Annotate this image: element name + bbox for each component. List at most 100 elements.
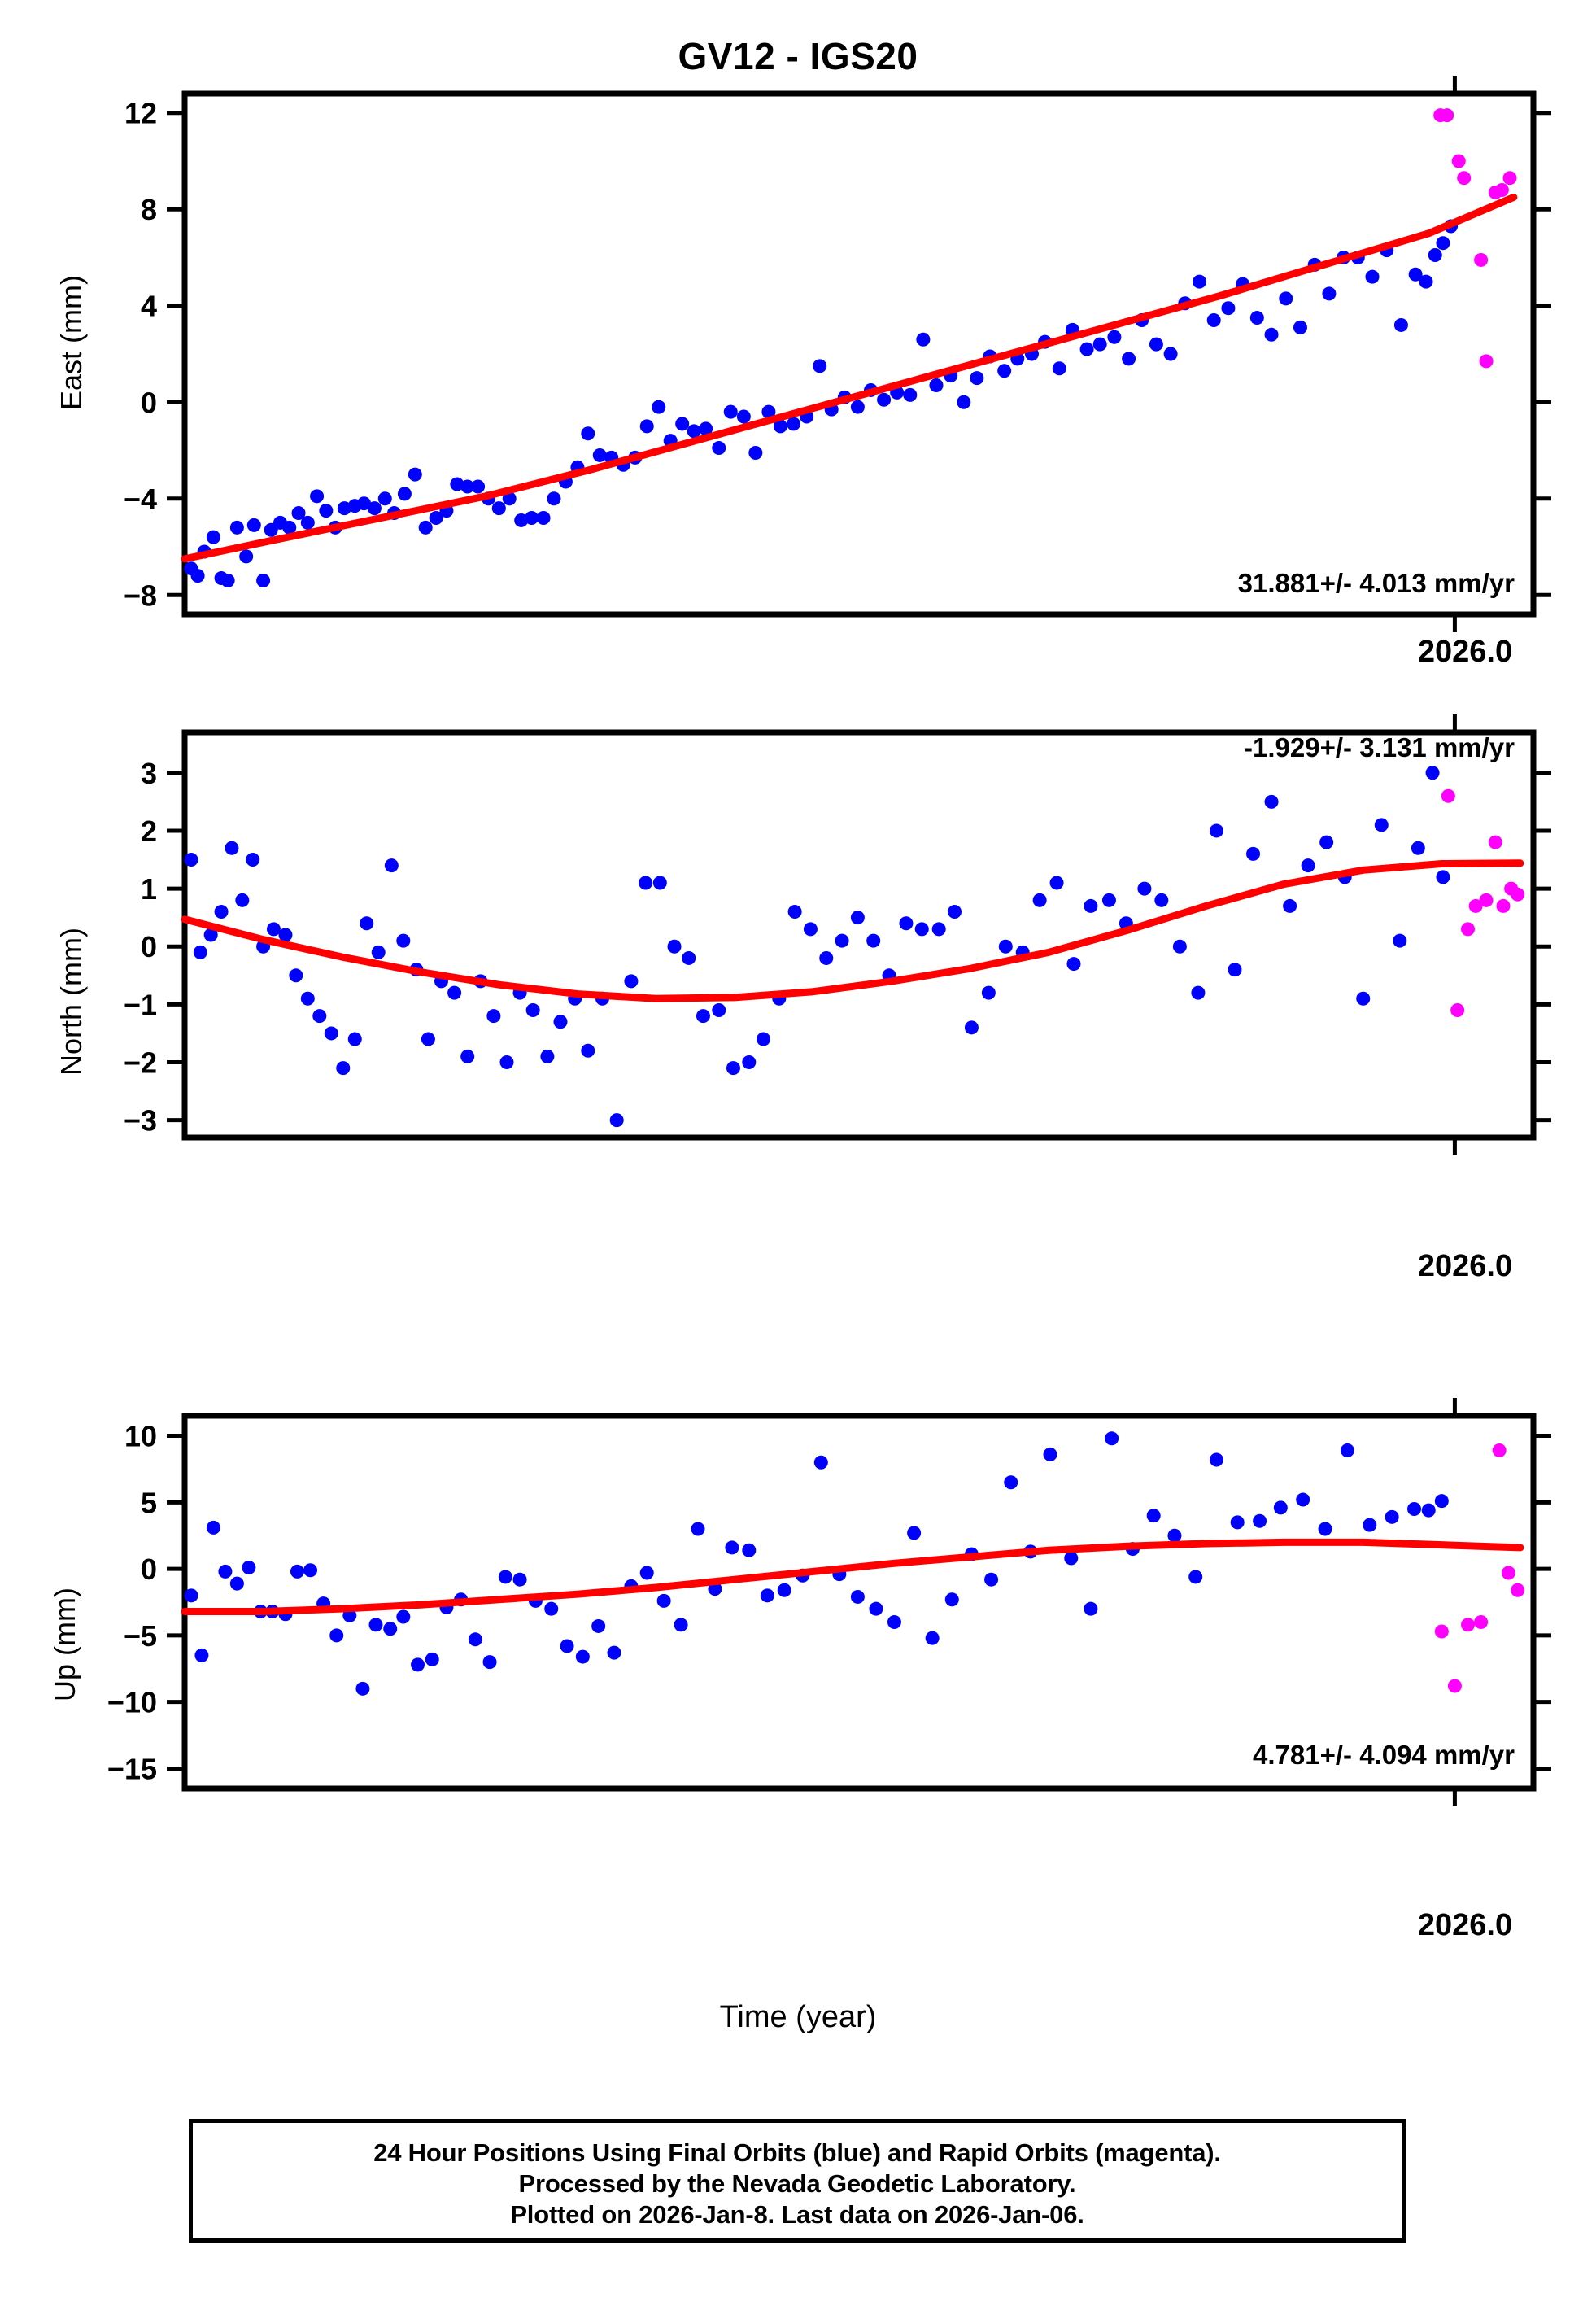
data-point — [421, 1032, 435, 1046]
data-point — [246, 518, 261, 532]
data-point — [289, 968, 303, 983]
data-point — [190, 569, 205, 583]
data-point — [667, 939, 682, 954]
panel-north: North (mm) 3 2 1 0 −1 −2 −3 -1.929+/- 3.131 mm/… — [0, 708, 1596, 1326]
data-point — [553, 1015, 568, 1029]
data-point — [777, 1583, 791, 1597]
data-point — [687, 424, 701, 439]
data-point — [652, 876, 667, 890]
data-point — [1052, 361, 1066, 376]
data-point — [256, 574, 271, 588]
data-point — [1457, 171, 1472, 186]
data-point — [371, 945, 386, 959]
data-point — [1407, 1502, 1422, 1516]
data-point — [1488, 835, 1502, 849]
data-point — [1209, 1452, 1223, 1467]
data-point — [736, 409, 751, 424]
figure-title: GV12 - IGS20 — [678, 35, 918, 77]
data-point — [575, 1649, 590, 1664]
y-tick-label: 0 — [141, 930, 157, 963]
data-point — [803, 922, 818, 937]
y-tick-label: 8 — [141, 193, 157, 226]
data-point — [1365, 269, 1380, 284]
data-point — [544, 1601, 559, 1616]
data-point — [819, 950, 834, 965]
data-point — [1154, 893, 1169, 907]
footer-text: 24 Hour Positions Using Final Orbits (bl… — [193, 2138, 1402, 2230]
data-point — [536, 510, 551, 525]
panel-up: Up (mm) 10 5 0 −5 −10 −15 4.781+/- 4.094 mm/yr… — [0, 1343, 1596, 1994]
data-point — [675, 417, 690, 431]
y-tick-label: 5 — [141, 1486, 157, 1519]
data-point — [498, 1570, 512, 1584]
data-point — [624, 974, 639, 989]
data-point — [310, 489, 325, 504]
data-point — [242, 1560, 256, 1574]
data-point — [384, 858, 399, 873]
data-point — [482, 1655, 497, 1670]
up-xtick-2026: 2026.0 — [1417, 1908, 1513, 1942]
data-point — [1296, 1492, 1310, 1507]
model-fit-line — [181, 1538, 1524, 1615]
data-point — [1084, 1601, 1098, 1616]
data-point — [682, 950, 696, 965]
data-point — [944, 1592, 959, 1607]
data-point — [970, 371, 984, 386]
data-point — [691, 1522, 705, 1536]
data-point — [1004, 1475, 1018, 1490]
data-point — [347, 1032, 362, 1046]
data-point — [1479, 893, 1494, 907]
data-point — [1511, 887, 1525, 902]
data-point — [869, 1601, 883, 1616]
data-point — [1441, 788, 1455, 803]
model-fit-line — [181, 193, 1518, 563]
data-point — [206, 1520, 220, 1535]
data-point — [1253, 1513, 1267, 1528]
data-point — [592, 448, 607, 462]
data-point — [1425, 766, 1440, 780]
data-point — [512, 1572, 527, 1587]
data-point — [246, 853, 260, 867]
data-point — [1385, 1509, 1399, 1524]
data-point — [418, 520, 433, 535]
data-point — [355, 1681, 370, 1696]
data-point — [652, 400, 666, 414]
data-point — [914, 922, 929, 937]
data-point — [607, 1645, 621, 1660]
data-point — [712, 1002, 726, 1017]
data-point — [460, 479, 475, 494]
east-plot-svg: 12 8 4 0 −4 −8 31.881+/- 4.013 mm/yr — [124, 76, 1551, 632]
data-point — [1479, 354, 1494, 369]
data-point — [748, 445, 763, 460]
data-point — [300, 991, 315, 1006]
data-point — [1440, 108, 1454, 123]
east-rate-label: 31.881+/- 4.013 mm/yr — [1238, 568, 1515, 598]
data-point — [1230, 1515, 1245, 1530]
data-point — [1279, 291, 1293, 306]
data-point — [266, 922, 281, 937]
data-point — [712, 441, 726, 456]
y-tick-label: −1 — [124, 988, 157, 1021]
panel-east: East (mm) 12 8 4 0 −4 −8 31.881+/- 4.013 mm/yr… — [0, 0, 1596, 684]
east-xtick-2026: 2026.0 — [1417, 635, 1513, 669]
data-point — [1501, 1566, 1515, 1580]
data-point — [813, 1455, 828, 1470]
data-point — [1461, 922, 1476, 937]
data-point — [907, 1526, 922, 1540]
up-plot-svg: 10 5 0 −5 −10 −15 4.781+/- 4.094 mm/yr — [107, 1398, 1551, 1806]
data-point — [850, 911, 865, 925]
data-point — [460, 1049, 475, 1063]
data-point — [674, 1618, 688, 1632]
data-point — [609, 1113, 624, 1128]
data-point — [312, 1009, 327, 1024]
data-point — [1191, 985, 1206, 1000]
data-point — [726, 1061, 740, 1076]
data-point — [835, 933, 849, 948]
data-point — [1137, 881, 1152, 896]
data-point — [429, 510, 443, 525]
data-point — [1221, 301, 1236, 316]
data-point — [1319, 835, 1334, 849]
data-point — [1049, 876, 1064, 890]
data-point — [1293, 320, 1307, 334]
data-point — [1105, 1431, 1119, 1446]
